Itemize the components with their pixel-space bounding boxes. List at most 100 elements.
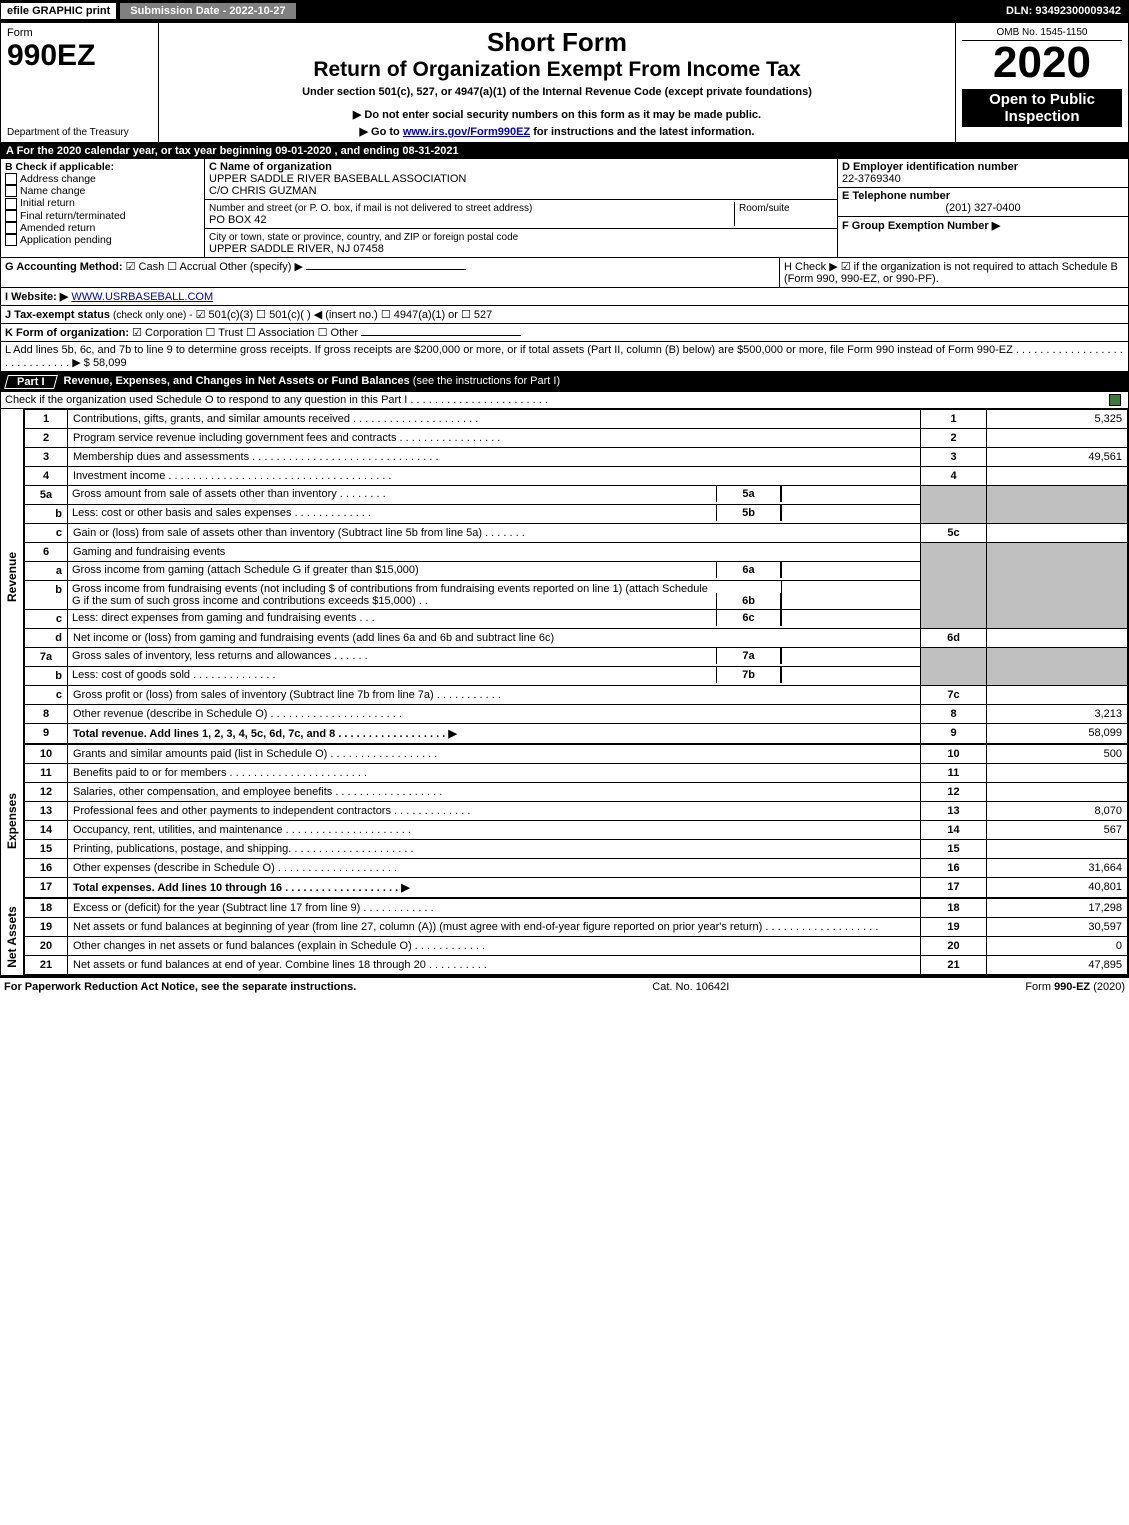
chk-name-change[interactable]: Name change <box>5 185 200 197</box>
telephone: (201) 327-0400 <box>842 202 1124 214</box>
l5b-num: b <box>25 505 68 524</box>
l1-desc: Contributions, gifts, grants, and simila… <box>68 410 921 429</box>
l10-cell: 10 <box>921 745 987 764</box>
part-1-label: Part I <box>4 375 57 389</box>
l5b-desc: Less: cost or other basis and sales expe… <box>68 505 716 521</box>
section-e-label: E Telephone number <box>842 190 950 202</box>
paperwork-notice: For Paperwork Reduction Act Notice, see … <box>4 981 356 993</box>
section-l-text: L Add lines 5b, 6c, and 7b to line 9 to … <box>5 344 1123 369</box>
l18-cell: 18 <box>921 899 987 918</box>
l19-cell: 19 <box>921 918 987 937</box>
l6c-desc: Less: direct expenses from gaming and fu… <box>68 610 716 626</box>
efile-print-label: efile GRAPHIC print <box>0 2 117 20</box>
part-1-check-text: Check if the organization used Schedule … <box>5 394 548 406</box>
l5a-desc: Gross amount from sale of assets other t… <box>68 486 716 502</box>
part-1-schedule-o-checkbox[interactable] <box>1109 394 1121 406</box>
l3-desc: Membership dues and assessments . . . . … <box>68 448 921 467</box>
l16-amt: 31,664 <box>987 859 1128 878</box>
l17-desc: Total expenses. Add lines 10 through 16 … <box>68 878 921 898</box>
l18-amt: 17,298 <box>987 899 1128 918</box>
expenses-group-label: Expenses <box>1 744 24 898</box>
accounting-other-line[interactable] <box>306 269 466 270</box>
l6-shade-amt <box>987 543 1128 629</box>
l1-amt: 5,325 <box>987 410 1128 429</box>
l7a-num: 7a <box>25 648 68 667</box>
l12-cell: 12 <box>921 783 987 802</box>
l20-cell: 20 <box>921 937 987 956</box>
section-c-name-label: C Name of organization <box>209 161 332 173</box>
l21-desc: Net assets or fund balances at end of ye… <box>68 956 921 975</box>
under-section: Under section 501(c), 527, or 4947(a)(1)… <box>165 86 949 98</box>
chk-address-change[interactable]: Address change <box>5 173 200 185</box>
return-title: Return of Organization Exempt From Incom… <box>165 58 949 82</box>
care-of: C/O CHRIS GUZMAN <box>209 185 317 197</box>
l6a-num: a <box>25 562 68 581</box>
section-j-label: J Tax-exempt status <box>5 309 110 321</box>
section-j-sub: (check only one) - <box>113 310 192 321</box>
l2-num: 2 <box>25 429 68 448</box>
l9-num: 9 <box>25 724 68 744</box>
l2-desc: Program service revenue including govern… <box>68 429 921 448</box>
l20-amt: 0 <box>987 937 1128 956</box>
form-header: Form 990EZ Department of the Treasury Sh… <box>0 22 1129 143</box>
section-i-label: I Website: ▶ <box>5 291 68 303</box>
part-1-title: Revenue, Expenses, and Changes in Net As… <box>64 375 410 387</box>
l21-num: 21 <box>25 956 68 975</box>
l5c-cell: 5c <box>921 524 987 543</box>
chk-name-change-label: Name change <box>20 185 85 197</box>
chk-final-return[interactable]: Final return/terminated <box>5 210 200 222</box>
l14-cell: 14 <box>921 821 987 840</box>
l4-amt <box>987 467 1128 486</box>
l7b-inset-cell: 7b <box>716 667 781 683</box>
l19-num: 19 <box>25 918 68 937</box>
chk-final-return-label: Final return/terminated <box>20 210 126 222</box>
accounting-method-opts: ☑ Cash ☐ Accrual Other (specify) ▶ <box>126 261 303 273</box>
ein: 22-3769340 <box>842 173 901 185</box>
l18-num: 18 <box>25 899 68 918</box>
l19-amt: 30,597 <box>987 918 1128 937</box>
l17-cell: 17 <box>921 878 987 898</box>
l5ab-shade-amt <box>987 486 1128 524</box>
l6b-inset-amt <box>781 581 920 609</box>
chk-initial-return[interactable]: Initial return <box>5 197 200 209</box>
l6c-inset-cell: 6c <box>716 610 781 626</box>
l1-cell: 1 <box>921 410 987 429</box>
section-c: C Name of organization UPPER SADDLE RIVE… <box>205 159 837 257</box>
l9-cell: 9 <box>921 724 987 744</box>
form-of-org-other-line[interactable] <box>361 335 521 336</box>
l2-amt <box>987 429 1128 448</box>
l5c-desc: Gain or (loss) from sale of assets other… <box>68 524 921 543</box>
l13-amt: 8,070 <box>987 802 1128 821</box>
section-f-label: F Group Exemption Number ▶ <box>842 220 1000 232</box>
l5c-amt <box>987 524 1128 543</box>
l6a-inset-amt <box>781 562 920 578</box>
website-link[interactable]: WWW.USRBASEBALL.COM <box>71 291 213 303</box>
chk-amended-return-label: Amended return <box>20 222 95 234</box>
l14-num: 14 <box>25 821 68 840</box>
l6-shade <box>921 543 987 629</box>
l7-shade-amt <box>987 648 1128 686</box>
room-suite-label: Room/suite <box>739 203 790 214</box>
section-def: D Employer identification number 22-3769… <box>837 159 1128 257</box>
l12-amt <box>987 783 1128 802</box>
irs-link[interactable]: www.irs.gov/Form990EZ <box>403 126 530 138</box>
l7c-num: c <box>25 686 68 705</box>
page-footer: For Paperwork Reduction Act Notice, see … <box>0 976 1129 996</box>
expenses-table: 10Grants and similar amounts paid (list … <box>24 744 1128 898</box>
org-name: UPPER SADDLE RIVER BASEBALL ASSOCIATION <box>209 173 466 185</box>
l9-amt: 58,099 <box>987 724 1128 744</box>
l6b-desc: Gross income from fundraising events (no… <box>68 581 716 609</box>
dln: DLN: 93492300009342 <box>998 3 1129 19</box>
l3-cell: 3 <box>921 448 987 467</box>
tax-exempt-opts: ☑ 501(c)(3) ☐ 501(c)( ) ◀ (insert no.) ☐… <box>196 309 493 321</box>
l19-desc: Net assets or fund balances at beginning… <box>68 918 921 937</box>
l5c-num: c <box>25 524 68 543</box>
l8-desc: Other revenue (describe in Schedule O) .… <box>68 705 921 724</box>
l6b-num: b <box>25 581 68 610</box>
cat-no: Cat. No. 10642I <box>652 981 729 993</box>
l6a-desc: Gross income from gaming (attach Schedul… <box>68 562 716 578</box>
ssn-warning: ▶ Do not enter social security numbers o… <box>165 108 949 121</box>
l16-num: 16 <box>25 859 68 878</box>
chk-application-pending[interactable]: Application pending <box>5 234 200 246</box>
chk-amended-return[interactable]: Amended return <box>5 222 200 234</box>
